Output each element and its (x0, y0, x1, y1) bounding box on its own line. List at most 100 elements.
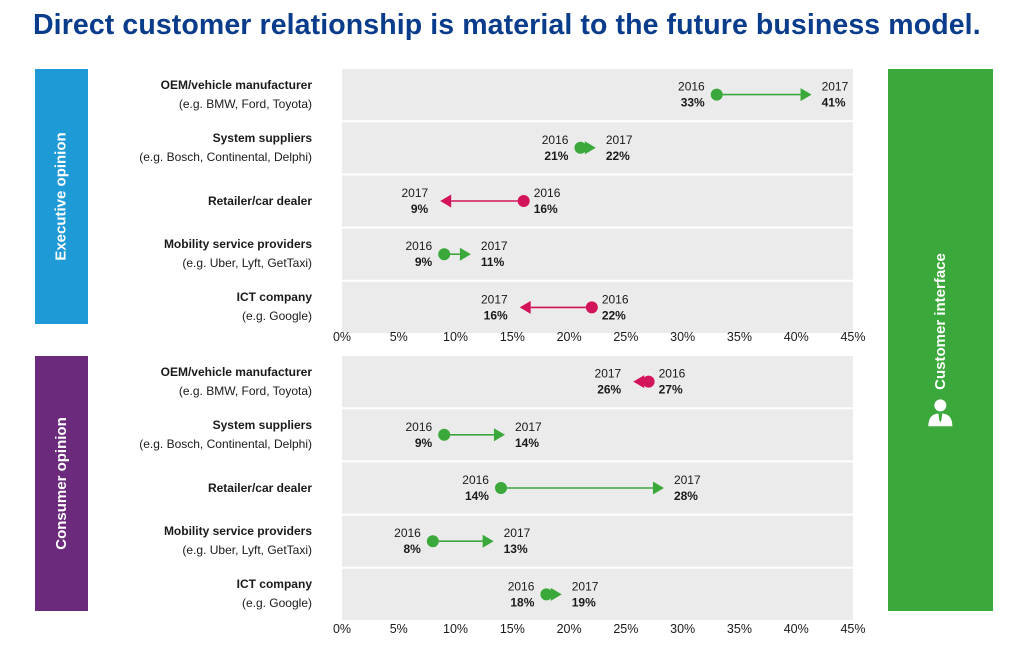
value-2017-arrow (652, 481, 664, 495)
row-name: System suppliers (212, 130, 312, 145)
value-2016-dot (494, 482, 507, 494)
year-label-2017: 2017 (595, 367, 622, 381)
row-subtitle: (e.g. Google) (241, 596, 312, 611)
x-tick-label: 5% (390, 330, 408, 344)
value-2017-arrow (459, 247, 471, 261)
row-label: ICT company (e.g. Google) (237, 575, 312, 613)
x-tick-label: 5% (390, 622, 408, 636)
x-tick-label: 0% (333, 622, 351, 636)
data-label-2017: 11% (481, 255, 505, 269)
data-label-2017: 16% (484, 308, 508, 322)
x-tick-label: 40% (784, 622, 809, 636)
x-tick-label: 30% (670, 330, 695, 344)
x-tick-label: 45% (840, 330, 865, 344)
x-tick-label: 20% (557, 330, 582, 344)
row-label: System suppliers (e.g. Bosch, Continental… (139, 416, 312, 454)
year-label-2017: 2017 (822, 80, 849, 94)
year-label-2017: 2017 (401, 186, 428, 200)
page-title: Direct customer relationship is material… (33, 9, 981, 41)
row-name: Mobility service providers (163, 524, 312, 539)
row-background (342, 122, 853, 174)
value-2017-arrow (800, 88, 812, 102)
x-tick-label: 30% (670, 622, 695, 636)
value-2016-dot (438, 428, 451, 441)
year-label-2016: 2016 (534, 186, 561, 200)
row-name: ICT company (236, 290, 312, 305)
year-label-2017: 2017 (674, 473, 701, 487)
year-label-2016: 2016 (678, 80, 705, 94)
x-tick-label: 10% (443, 622, 468, 636)
value-2016-dot (517, 195, 530, 207)
x-tick-label: 25% (613, 622, 638, 636)
data-label-2016: 22% (602, 308, 626, 322)
row-subtitle: (e.g. Uber, Lyft, GetTaxi) (182, 543, 312, 558)
row-label: OEM/vehicle manufacturer (e.g. BMW, Ford,… (161, 76, 312, 114)
data-label-2016: 9% (415, 436, 433, 450)
x-tick-label: 25% (613, 330, 638, 344)
year-label-2016: 2016 (542, 133, 569, 147)
x-tick-label: 35% (727, 330, 752, 344)
year-label-2017: 2017 (504, 526, 531, 540)
row-subtitle: (e.g. Bosch, Continental, Delphi) (139, 149, 312, 164)
x-tick-label: 10% (443, 330, 468, 344)
value-2017-arrow (440, 194, 452, 208)
row-background (342, 515, 853, 567)
value-2016-dot (574, 141, 587, 154)
x-tick-label: 20% (557, 622, 582, 636)
row-name: Mobility service providers (163, 237, 312, 252)
data-label-2017: 19% (572, 595, 596, 609)
row-subtitle: (e.g. BMW, Ford, Toyota) (178, 383, 312, 398)
data-label-2016: 21% (544, 149, 568, 163)
x-tick-label: 35% (727, 622, 752, 636)
data-label-2017: 28% (674, 489, 698, 503)
row-label: Mobility service providers (e.g. Uber, Ly… (164, 522, 312, 560)
year-label-2016: 2016 (659, 367, 686, 381)
row-subtitle: (e.g. Bosch, Continental, Delphi) (139, 436, 312, 451)
row-label: Retailer/car dealer (208, 479, 312, 498)
data-label-2017: 22% (606, 149, 630, 163)
row-label: OEM/vehicle manufacturer (e.g. BMW, Ford,… (161, 363, 312, 401)
value-2016-dot (710, 88, 723, 101)
row-label: System suppliers (e.g. Bosch, Continental… (139, 129, 312, 167)
value-2016-dot (438, 248, 451, 261)
row-name: Retailer/car dealer (207, 193, 312, 208)
year-label-2016: 2016 (394, 526, 421, 540)
value-2016-dot (585, 301, 598, 314)
row-label: ICT company (e.g. Google) (237, 288, 312, 326)
data-label-2017: 41% (822, 96, 846, 110)
row-subtitle: (e.g. BMW, Ford, Toyota) (178, 96, 312, 111)
data-label-2016: 33% (681, 96, 705, 110)
row-subtitle: (e.g. Google) (241, 309, 312, 324)
row-background (342, 409, 853, 461)
x-tick-label: 0% (333, 330, 351, 344)
consumer-opinion-band: Consumer opinion (35, 356, 88, 611)
row-label: Mobility service providers (e.g. Uber, Ly… (164, 235, 312, 273)
person-icon (928, 398, 954, 431)
data-label-2016: 14% (465, 489, 489, 503)
year-label-2016: 2016 (602, 292, 629, 306)
row-name: OEM/vehicle manufacturer (160, 77, 312, 92)
value-2017-arrow (633, 375, 645, 389)
x-tick-label: 40% (784, 330, 809, 344)
year-label-2017: 2017 (481, 239, 508, 253)
x-tick-label: 45% (840, 622, 865, 636)
data-label-2017: 9% (411, 202, 429, 216)
row-background (342, 228, 853, 280)
row-background (342, 356, 853, 408)
year-label-2016: 2016 (508, 579, 535, 593)
value-2017-arrow (493, 428, 505, 442)
value-2017-arrow (519, 300, 531, 314)
data-label-2017: 14% (515, 436, 539, 450)
value-2016-dot (426, 535, 439, 548)
data-label-2016: 16% (534, 202, 558, 216)
data-label-2016: 27% (659, 383, 683, 397)
data-label-2016: 8% (404, 542, 422, 556)
customer-interface-band: Customer interface (888, 69, 993, 611)
row-name: System suppliers (212, 417, 312, 432)
value-2016-dot (642, 375, 655, 388)
x-tick-label: 15% (500, 622, 525, 636)
value-2016-dot (540, 588, 553, 601)
value-2017-arrow (584, 141, 596, 155)
row-background (342, 175, 853, 227)
